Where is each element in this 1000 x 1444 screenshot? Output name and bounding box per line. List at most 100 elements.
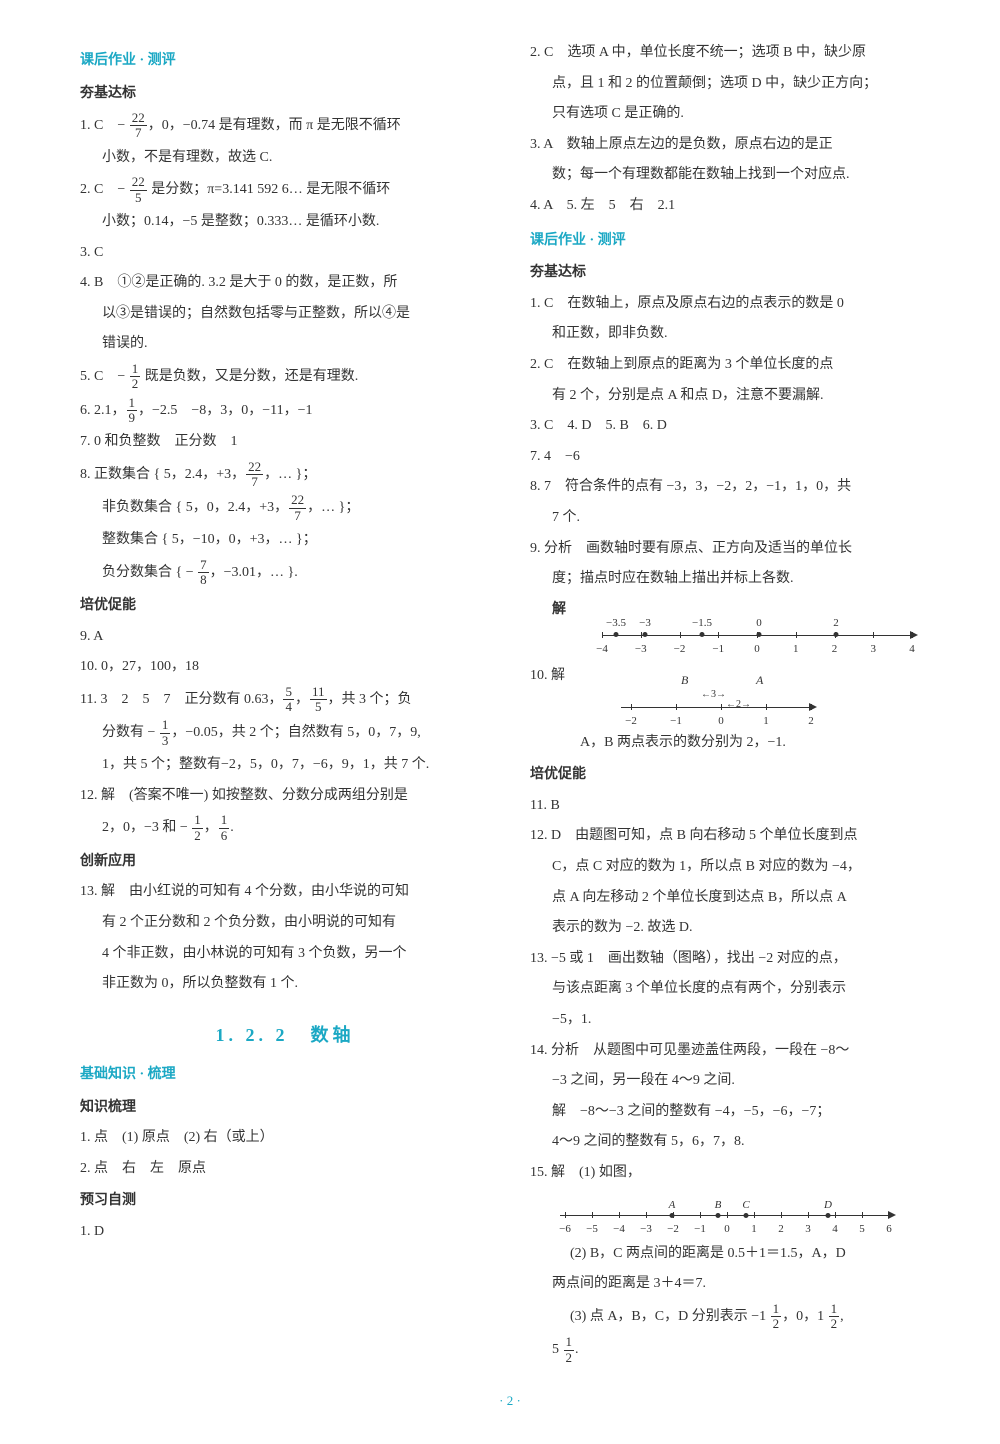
nl-label: −2 — [674, 639, 686, 660]
r-q2c: 只有选项 C 是正确的. — [530, 101, 940, 128]
nl-dot — [834, 632, 839, 637]
l-q8d: 负分数集合 { − 78，−3.01，… }. — [80, 558, 490, 588]
nl-tick — [700, 1212, 701, 1218]
l-q4b: 以③是错误的；自然数包括零与正整数，所以④是 — [80, 301, 490, 328]
nl-tick — [602, 632, 603, 638]
right-column: 2. C 选项 A 中，单位长度不统一；选项 B 中，缺少原 点，且 1 和 2… — [530, 40, 940, 1369]
nl-dot — [670, 1213, 675, 1218]
numberline-q9: −4−3−2−101234−3.5−3−1.502 — [602, 605, 922, 655]
numberline-q10: B A ←3→ ←2→ −2−1012 — [621, 669, 821, 724]
r-q3: 3. A 数轴上原点左边的是负数，原点右边的是正 — [530, 132, 940, 159]
nl-label: 5 — [859, 1219, 865, 1240]
r-q1b: 和正数，即非负数. — [530, 321, 940, 348]
r-rq14c: 解 −8～−3 之间的整数有 −4，−5，−6，−7； — [530, 1099, 940, 1126]
nl2-label-B: B — [681, 669, 688, 692]
l-q8: 8. 正数集合 { 5，2.4，+3，227，… }； — [80, 460, 490, 490]
nl-tick — [766, 704, 767, 710]
l-q8c: 整数集合 { 5，−10，0，+3，… }； — [80, 527, 490, 554]
sub-basic-left: 夯基达标 — [80, 81, 490, 108]
sub-adv-left: 培优促能 — [80, 593, 490, 620]
nl-tick — [754, 1212, 755, 1218]
nl-label: −6 — [559, 1219, 571, 1240]
r-rq12: 12. D 由题图可知，点 B 向右移动 5 个单位长度到点 — [530, 823, 940, 850]
nl-tick — [718, 632, 719, 638]
l-q3: 3. C — [80, 240, 490, 267]
l-q13d: 非正数为 0，所以负整数有 1 个. — [80, 971, 490, 998]
r-rq13b: 与该点距离 3 个单位长度的点有两个，分别表示 — [530, 976, 940, 1003]
l-q2: 2. C − 225 是分数；π=3.141 592 6… 是无限不循环 — [80, 175, 490, 205]
sub-innov-left: 创新应用 — [80, 849, 490, 876]
nl-label: −3 — [635, 639, 647, 660]
r-rq10: 10. 解 — [530, 663, 565, 690]
l-q8b: 非负数集合 { 5，0，2.4，+3，227，… }； — [80, 493, 490, 523]
r-rq15b: (2) B，C 两点间的距离是 0.5＋1＝1.5，A，D — [530, 1241, 940, 1268]
nl-label: 0 — [724, 1219, 730, 1240]
nl2-bracket-3: ←3→ — [701, 685, 726, 704]
nl2-bracket-2: ←2→ — [726, 695, 751, 714]
sub-preview: 预习自测 — [80, 1188, 490, 1215]
nl-label-above: −1.5 — [692, 613, 712, 634]
nl-tick — [781, 1212, 782, 1218]
r-rq3: 3. C 4. D 5. B 6. D — [530, 413, 940, 440]
l-q4: 4. B ①②是正确的. 3.2 是大于 0 的数，是正数，所 — [80, 270, 490, 297]
r-rq11: 11. B — [530, 793, 940, 820]
r-rq12d: 表示的数为 −2. 故选 D. — [530, 915, 940, 942]
nl-tick — [862, 1212, 863, 1218]
l-q12: 12. 解 (答案不唯一) 如按整数、分数分成两组分别是 — [80, 783, 490, 810]
r-rq15c: 两点间的距离是 3＋4＝7. — [530, 1271, 940, 1298]
numberline-q15: −6−5−4−3−2−10123456ABCD — [560, 1193, 900, 1235]
nl-dot — [757, 632, 762, 637]
nl-label: 2 — [832, 639, 838, 660]
nl-label-above: 2 — [833, 613, 839, 634]
r-rq14d: 4～9 之间的整数有 5，6，7，8. — [530, 1129, 940, 1156]
sub-basic-right: 夯基达标 — [530, 260, 940, 287]
l-q12b: 2，0，−3 和 − 12，16. — [80, 813, 490, 843]
nl-label: −3 — [640, 1219, 652, 1240]
nl-dot — [826, 1213, 831, 1218]
nl-label: 3 — [871, 639, 877, 660]
r-q2: 2. C 选项 A 中，单位长度不统一；选项 B 中，缺少原 — [530, 40, 940, 67]
l-q11c: 1，共 5 个；整数有−2，5，0，7，−6，9，1，共 7 个. — [80, 752, 490, 779]
hdr-basic-left: 基础知识 · 梳理 — [80, 1062, 490, 1089]
nl-label: 1 — [763, 711, 769, 732]
r-rq13c: −5，1. — [530, 1007, 940, 1034]
nl-tick — [721, 704, 722, 710]
l-q2b: 小数；0.14，−5 是整数；0.333… 是循环小数. — [80, 209, 490, 236]
nl-tick — [646, 1212, 647, 1218]
r-q45: 4. A 5. 左 5 右 2.1 — [530, 193, 940, 220]
sub-review: 知识梳理 — [80, 1095, 490, 1122]
nl-tick — [873, 632, 874, 638]
title-122: 1. 2. 2 数轴 — [80, 1018, 490, 1052]
nl-label: 0 — [754, 639, 760, 660]
l-q13: 13. 解 由小红说的可知有 4 个分数，由小华说的可知 — [80, 879, 490, 906]
l-p1: 1. D — [80, 1219, 490, 1246]
nl-tick — [889, 1212, 890, 1218]
nl-tick — [796, 632, 797, 638]
r-q3b: 数；每一个有理数都能在数轴上找到一个对应点. — [530, 162, 940, 189]
nl-tick — [811, 704, 812, 710]
nl-label: 2 — [808, 711, 814, 732]
sub-adv-right: 培优促能 — [530, 762, 940, 789]
r-rq14b: −3 之间，另一段在 4～9 之间. — [530, 1068, 940, 1095]
l-q1: 1. C − 227，0，−0.74 是有理数，而 π 是无限不循环 — [80, 111, 490, 141]
nl-tick — [592, 1212, 593, 1218]
nl-tick — [680, 632, 681, 638]
r-rq9b: 度；描点时应在数轴上描出并标上各数. — [530, 566, 940, 593]
r-q2b: 点，且 1 和 2 的位置颠倒；选项 D 中，缺少正方向； — [530, 71, 940, 98]
r-rq7: 7. 4 −6 — [530, 444, 940, 471]
nl-dot — [700, 632, 705, 637]
nl-tick — [565, 1212, 566, 1218]
l-q13b: 有 2 个正分数和 2 个负分数，由小明说的可知有 — [80, 910, 490, 937]
l-q6: 6. 2.1，19，−2.5 −8，3，0，−11，−1 — [80, 396, 490, 426]
nl-label: −2 — [625, 711, 637, 732]
r-rq10b: A，B 两点表示的数分别为 2，−1. — [530, 730, 940, 757]
l-q5: 5. C − 12 既是负数，又是分数，还是有理数. — [80, 362, 490, 392]
r-q1: 1. C 在数轴上，原点及原点右边的点表示的数是 0 — [530, 291, 940, 318]
nl-label: 0 — [718, 711, 724, 732]
nl-label: 4 — [832, 1219, 838, 1240]
r-rq9-sol: 解 — [552, 597, 566, 624]
nl-label: 6 — [886, 1219, 892, 1240]
nl-label-above: −3.5 — [606, 613, 626, 634]
nl-dot — [643, 632, 648, 637]
r-rq8: 8. 7 符合条件的点有 −3，3，−2，2，−1，1，0，共 — [530, 474, 940, 501]
